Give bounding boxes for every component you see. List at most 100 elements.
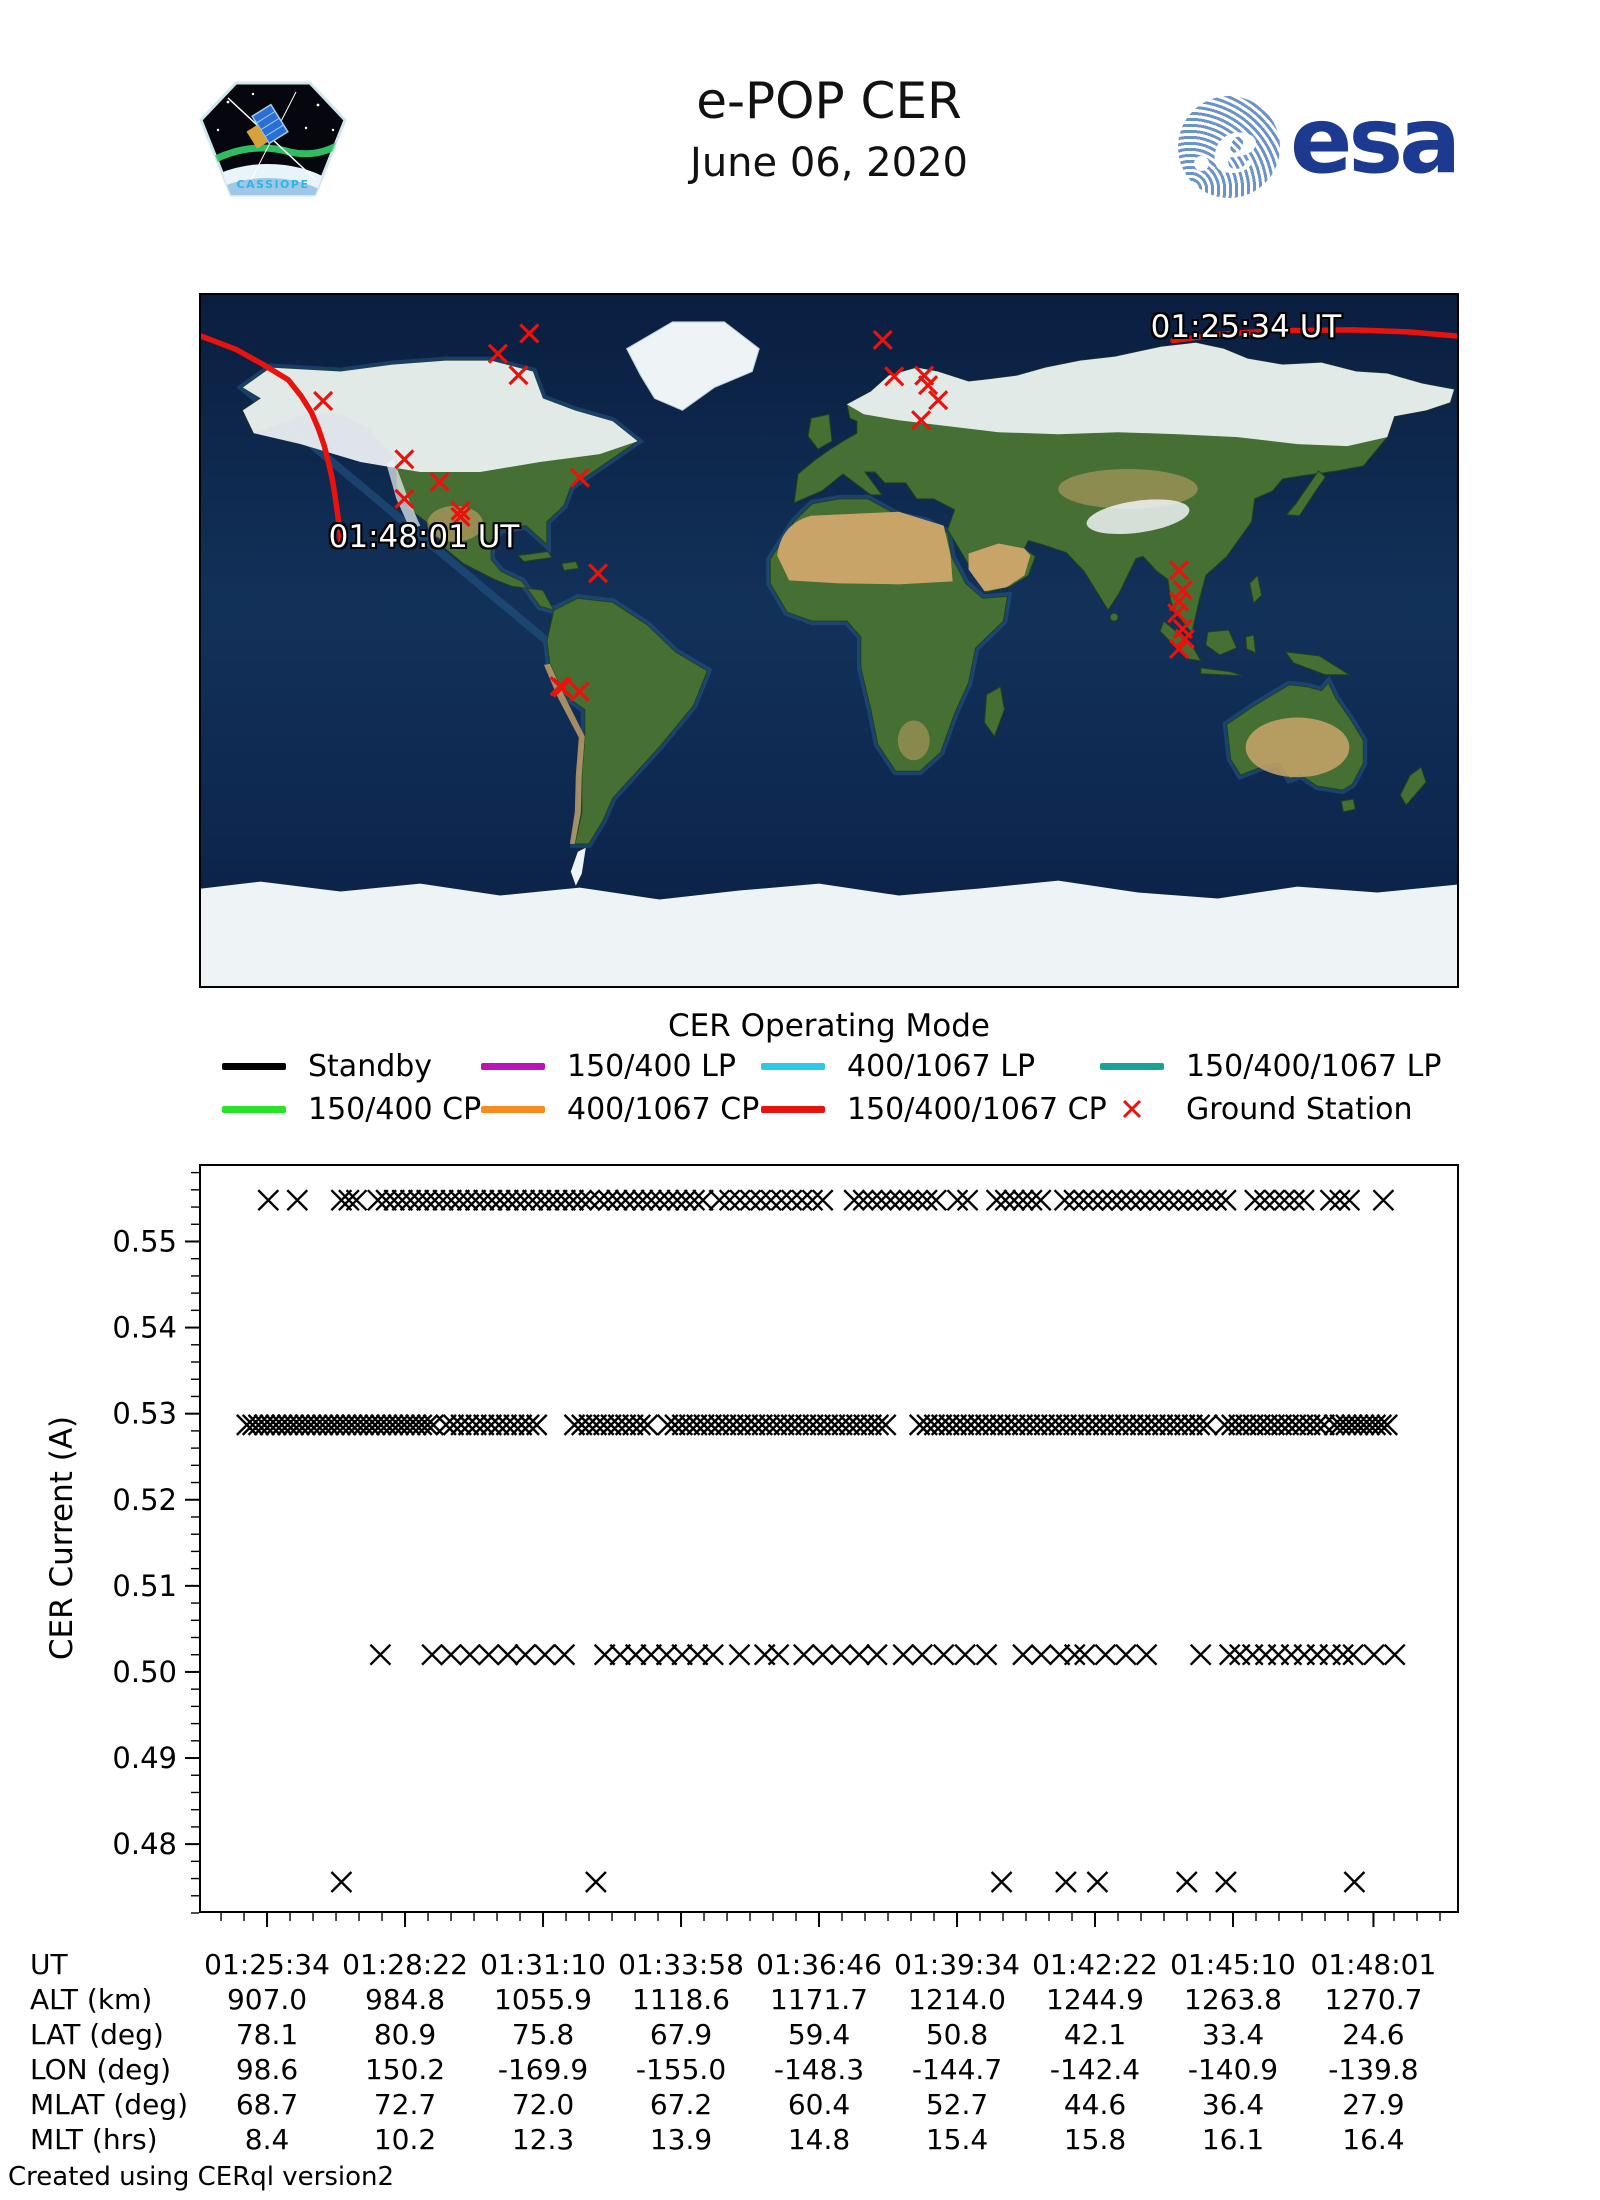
- table-cell: 1263.8: [1184, 1983, 1282, 2016]
- sri-lanka: [1109, 612, 1119, 622]
- ground-station-marker: [569, 681, 590, 702]
- y-axis-label: CER Current (A): [44, 1415, 80, 1661]
- australia-interior: [1245, 717, 1350, 778]
- legend-item-label: 150/400/1067 CP: [847, 1091, 1107, 1127]
- ground-station-marker: [928, 390, 949, 411]
- ground-station-marker: [1168, 560, 1190, 581]
- legend-item: 150/400 CP: [222, 1092, 481, 1127]
- scatter-marker-band: [369, 1643, 1406, 1666]
- legend-line-swatch: [481, 1062, 545, 1070]
- ground-station-marker: [450, 506, 471, 527]
- table-cell: -155.0: [635, 2053, 727, 2086]
- legend-item-label: 400/1067 LP: [847, 1048, 1036, 1084]
- y-tick-label: 0.50: [112, 1655, 177, 1689]
- ground-station-marker: [1172, 580, 1193, 601]
- scatter-marker-band: [257, 1189, 1395, 1212]
- table-cell: 67.9: [649, 2018, 713, 2051]
- table-cell: 15.8: [1063, 2123, 1127, 2156]
- y-tick-label: 0.54: [112, 1311, 177, 1345]
- ground-station-x-icon: [1122, 1099, 1142, 1119]
- table-cell: 27.9: [1342, 2088, 1405, 2121]
- table-cell: 01:31:10: [480, 1948, 606, 1981]
- esa-logo: e esa: [1178, 87, 1478, 202]
- snow-cover: [201, 321, 1457, 986]
- table-cell: 01:25:34: [204, 1948, 330, 1981]
- deserts: [427, 468, 1350, 844]
- esa-wordmark: esa: [1290, 86, 1461, 194]
- table-cell: 15.4: [925, 2123, 989, 2156]
- ground-station-marker: [450, 500, 471, 521]
- borneo: [1205, 629, 1238, 656]
- table-cell: 72.7: [373, 2088, 437, 2121]
- scatter-marker-band: [236, 1414, 1399, 1436]
- legend-item: 150/400/1067 CP: [761, 1091, 1107, 1127]
- world-map-canvas: [198, 295, 1460, 986]
- legend-line-swatch: [222, 1105, 286, 1113]
- table-cell: 78.1: [235, 2018, 299, 2051]
- y-tick-label: 0.48: [112, 1827, 177, 1861]
- table-cell: 10.2: [373, 2123, 437, 2156]
- table-cell: 72.0: [511, 2088, 575, 2121]
- table-cell: 44.6: [1063, 2088, 1127, 2121]
- ground-station-marker: [394, 488, 415, 509]
- ground-station-marker: [569, 467, 590, 488]
- y-tick-label: 0.55: [112, 1224, 177, 1258]
- table-row-label: LON (deg): [30, 2053, 172, 2086]
- table-cell: -140.9: [1187, 2053, 1279, 2086]
- table-cell: 36.4: [1201, 2088, 1265, 2121]
- ground-station-marker: [917, 375, 939, 396]
- plot-frame: [199, 1164, 1459, 1913]
- table-cell: 1270.7: [1324, 1983, 1423, 2016]
- world-map: 01:25:34 UT 01:48:01 UT: [198, 293, 1460, 988]
- table-cell: -169.9: [497, 2053, 589, 2086]
- y-tick-label: 0.51: [112, 1569, 177, 1603]
- sahara: [777, 511, 953, 585]
- y-tick-label: 0.49: [112, 1741, 177, 1775]
- new-zealand: [1399, 766, 1427, 806]
- table-cell: 67.2: [649, 2088, 713, 2121]
- x-axis-ticks: [220, 1913, 1441, 1927]
- legend-item: 400/1067 LP: [761, 1048, 1036, 1084]
- legend-line-swatch: [222, 1062, 286, 1070]
- table-cell: -139.8: [1328, 2053, 1419, 2086]
- table-cell: 150.2: [364, 2053, 446, 2086]
- greenland: [625, 321, 760, 411]
- ground-station-marker: [552, 677, 573, 698]
- ground-station-marker: [872, 329, 893, 350]
- legend-item: 150/400 LP: [481, 1049, 736, 1084]
- antarctic-peninsula: [570, 847, 586, 886]
- ground-station-marker: [587, 563, 609, 584]
- satellite-track: [198, 333, 344, 549]
- satellite-track-layer: [198, 327, 1460, 549]
- tasmania: [1340, 798, 1356, 813]
- table-cell: 907.0: [226, 1983, 308, 2016]
- esa-star-dot: [1194, 156, 1209, 171]
- legend-line-swatch: [761, 1062, 825, 1070]
- esa-globe-icon: e: [1178, 96, 1280, 198]
- sulawesi: [1245, 634, 1257, 654]
- table-cell: 01:48:01: [1310, 1948, 1437, 1981]
- hispaniola: [561, 560, 580, 571]
- legend-line-swatch: [481, 1105, 545, 1113]
- siberia-snow: [846, 342, 1455, 447]
- ground-station-marker: [911, 410, 932, 431]
- table-cell: 13.9: [649, 2123, 713, 2156]
- legend-item: Ground Station: [1100, 1092, 1413, 1127]
- y-tick-label: 0.53: [112, 1397, 177, 1431]
- table-row-label: UT: [30, 1948, 68, 1981]
- legend-item: Standby: [222, 1049, 432, 1084]
- table-cell: 01:45:10: [1170, 1948, 1296, 1981]
- table-cell: -148.3: [773, 2053, 865, 2086]
- table-cell: 8.4: [244, 2123, 290, 2156]
- ground-station-marker: [487, 343, 509, 364]
- table-cell: 75.8: [511, 2018, 575, 2051]
- table-cell: 12.3: [511, 2123, 575, 2156]
- new-guinea: [1284, 651, 1352, 676]
- patch-satellite: [246, 103, 289, 149]
- ground-station-marker: [429, 471, 450, 493]
- cassiope-mission-patch: CASSIOPE: [199, 81, 347, 197]
- table-row-label: ALT (km): [30, 1983, 153, 2016]
- table-cell: 1214.0: [908, 1983, 1006, 2016]
- table-cell: 1118.6: [632, 1983, 730, 2016]
- tibet-snow: [1086, 499, 1190, 535]
